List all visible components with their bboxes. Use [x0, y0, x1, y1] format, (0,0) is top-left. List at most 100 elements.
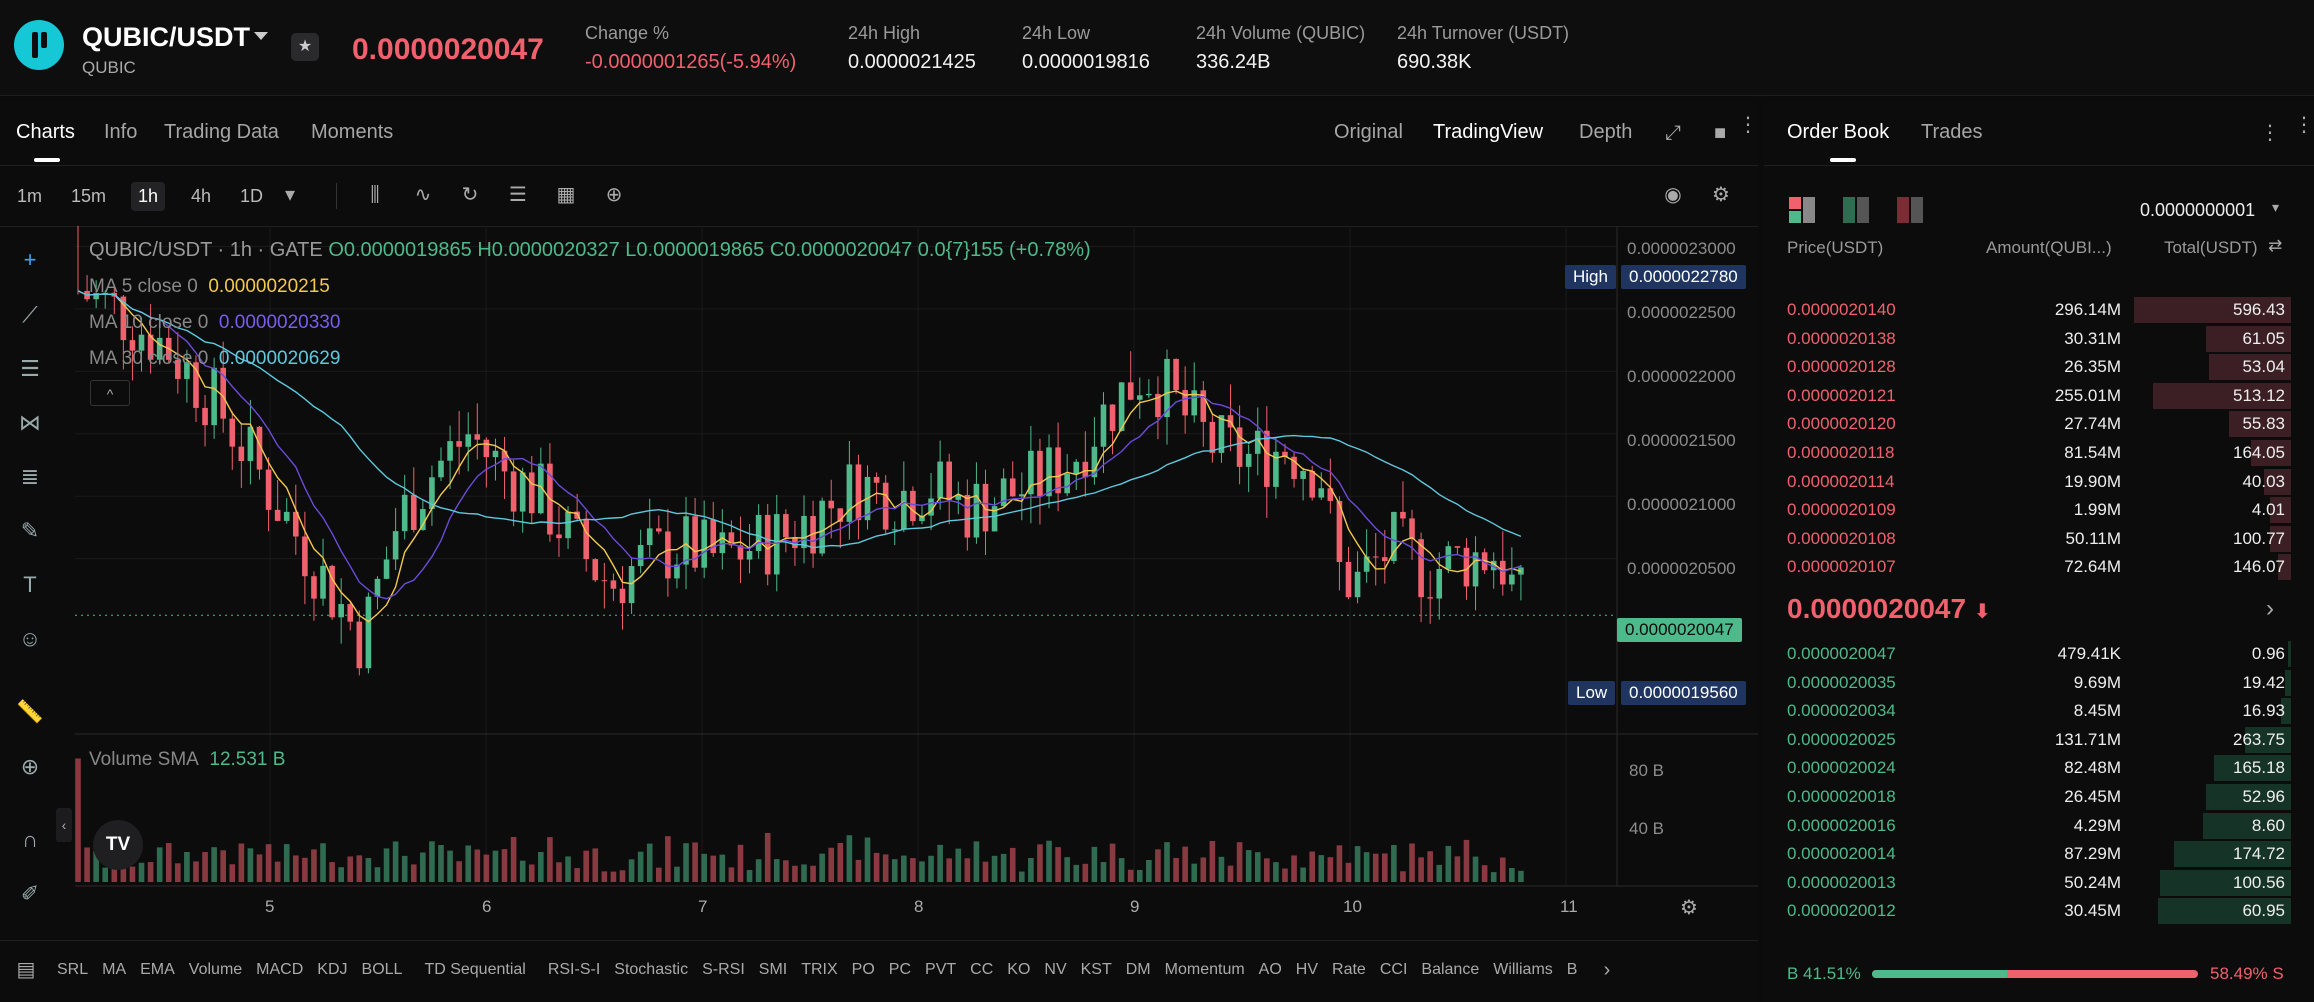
ask-row[interactable]: 0.0000020114 19.90M 40.03: [1787, 468, 2291, 496]
brush-icon[interactable]: ✎: [20, 518, 40, 543]
tab-order-book[interactable]: Order Book: [1787, 121, 1890, 143]
indicator-cc[interactable]: CC: [970, 961, 994, 978]
indicator-hv[interactable]: HV: [1295, 961, 1319, 978]
ask-row[interactable]: 0.0000020128 26.35M 53.04: [1787, 353, 2291, 381]
indicator-po[interactable]: PO: [851, 961, 875, 978]
tab-trades[interactable]: Trades: [1921, 121, 1983, 143]
ask-row[interactable]: 0.0000020107 72.64M 146.07: [1787, 553, 2291, 581]
favorite-star-icon[interactable]: ★: [291, 33, 319, 61]
add-circle-icon[interactable]: ⊕: [605, 184, 623, 206]
indicator-bbw[interactable]: BBW: [1566, 961, 1577, 978]
bid-row[interactable]: 0.0000020014 87.29M 174.72: [1787, 840, 2291, 868]
fib-icon[interactable]: ≣: [20, 464, 40, 489]
text-icon[interactable]: T: [23, 572, 37, 597]
indicator-srl[interactable]: SRL: [57, 961, 89, 978]
crosshair-icon[interactable]: +: [23, 247, 37, 272]
ask-row[interactable]: 0.0000020138 30.31M 61.05: [1787, 325, 2291, 353]
timeframe-4h[interactable]: 4h: [191, 186, 212, 206]
chevron-down-icon[interactable]: ▾: [2272, 199, 2280, 215]
indicator-s-rsi[interactable]: S-RSI: [702, 961, 745, 978]
bid-row[interactable]: 0.0000020018 26.45M 52.96: [1787, 783, 2291, 811]
indicator-volume[interactable]: Volume: [188, 961, 243, 978]
magnet-icon[interactable]: ∩: [22, 827, 38, 852]
chevron-down-icon[interactable]: [254, 32, 268, 40]
trendline-icon[interactable]: ⟋: [22, 302, 38, 327]
view-depth[interactable]: Depth: [1579, 121, 1633, 143]
ask-row[interactable]: 0.0000020121 255.01M 513.12: [1787, 382, 2291, 410]
indicator-kst[interactable]: KST: [1080, 961, 1112, 978]
more-vertical-icon[interactable]: ⋮: [1738, 114, 1758, 136]
bid-row[interactable]: 0.0000020012 30.45M 60.95: [1787, 897, 2291, 925]
indicator-boll[interactable]: BOLL: [361, 961, 403, 978]
indicator-cci[interactable]: CCI: [1379, 961, 1408, 978]
tab-trading-data[interactable]: Trading Data: [164, 121, 279, 143]
indicator-stochastic[interactable]: Stochastic: [614, 961, 689, 978]
layout-square-icon[interactable]: ■: [1713, 122, 1727, 144]
timeframe-1d[interactable]: 1D: [240, 186, 264, 206]
bid-row[interactable]: 0.0000020025 131.71M 263.75: [1787, 726, 2291, 754]
indicator-kdj[interactable]: KDJ: [317, 961, 348, 978]
indicator-rsi-s-i[interactable]: RSI-S-I: [547, 961, 601, 978]
chevron-right-icon[interactable]: ›: [1603, 959, 1611, 981]
ask-row[interactable]: 0.0000020120 27.74M 55.83: [1787, 410, 2291, 438]
indicator-ko[interactable]: KO: [1007, 961, 1031, 978]
layout-grid-icon[interactable]: ▦: [556, 184, 576, 206]
indicator-pvt[interactable]: PVT: [925, 961, 957, 978]
indicator-williams[interactable]: Williams: [1493, 961, 1553, 978]
bid-row[interactable]: 0.0000020035 9.69M 19.42: [1787, 669, 2291, 697]
pattern-icon[interactable]: ⋈: [19, 410, 41, 435]
collapse-legend-icon[interactable]: ^: [90, 380, 130, 406]
calendar-icon[interactable]: ▤: [16, 959, 36, 981]
ask-row[interactable]: 0.0000020109 1.99M 4.01: [1787, 496, 2291, 524]
timeframe-1m[interactable]: 1m: [17, 186, 43, 206]
tradingview-logo[interactable]: TV: [93, 820, 143, 870]
pair-symbol[interactable]: QUBIC/USDT: [82, 22, 250, 52]
emoji-icon[interactable]: ☺: [18, 626, 42, 651]
bid-row[interactable]: 0.0000020016 4.29M 8.60: [1787, 812, 2291, 840]
indicator-trix[interactable]: TRIX: [801, 961, 838, 978]
timeframe-1h[interactable]: 1h: [131, 182, 166, 211]
bids-only-view-icon[interactable]: [1843, 197, 1869, 223]
bid-row[interactable]: 0.0000020024 82.48M 165.18: [1787, 754, 2291, 782]
tab-info[interactable]: Info: [104, 121, 138, 143]
indicator-nv[interactable]: NV: [1044, 961, 1067, 978]
price-chart[interactable]: [0, 226, 1758, 926]
settings-gear-icon[interactable]: ⚙: [1712, 184, 1730, 206]
bid-row[interactable]: 0.0000020034 8.45M 16.93: [1787, 697, 2291, 725]
horizontal-lines-icon[interactable]: ☰: [20, 356, 40, 381]
bid-row[interactable]: 0.0000020013 50.24M 100.56: [1787, 869, 2291, 897]
indicator-ma[interactable]: MA: [102, 961, 127, 978]
ask-row[interactable]: 0.0000020108 50.11M 100.77: [1787, 525, 2291, 553]
collapse-toolbar-icon[interactable]: ‹: [56, 808, 72, 842]
indicator-balance[interactable]: Balance: [1421, 961, 1480, 978]
both-sides-view-icon[interactable]: [1789, 197, 1815, 223]
indicator-macd[interactable]: MACD: [256, 961, 304, 978]
indicator-td-sequential[interactable]: TD Sequential: [424, 961, 526, 978]
indicator-rate[interactable]: Rate: [1332, 961, 1366, 978]
camera-icon[interactable]: ◉: [1664, 184, 1682, 206]
zoom-in-icon[interactable]: ⊕: [20, 754, 40, 779]
indicator-pc[interactable]: PC: [888, 961, 912, 978]
timeframe-15m[interactable]: 15m: [71, 186, 107, 206]
tab-charts[interactable]: Charts: [16, 121, 75, 143]
more-vertical-icon[interactable]: ⋮: [2294, 114, 2314, 136]
indicator-ema[interactable]: EMA: [140, 961, 175, 978]
precision-select[interactable]: 0.0000000001: [2140, 200, 2256, 220]
swap-columns-icon[interactable]: ⇄: [2268, 236, 2283, 255]
expand-icon[interactable]: ⤢: [1665, 122, 1681, 144]
asks-only-view-icon[interactable]: [1897, 197, 1923, 223]
indicators-icon[interactable]: ∿: [414, 184, 432, 206]
view-tradingview[interactable]: TradingView: [1433, 121, 1544, 143]
ask-row[interactable]: 0.0000020118 81.54M 164.05: [1787, 439, 2291, 467]
tab-moments[interactable]: Moments: [311, 121, 394, 143]
more-vertical-icon[interactable]: ⋮: [2260, 122, 2280, 144]
ruler-icon[interactable]: 📏: [16, 699, 44, 724]
indicator-ao[interactable]: AO: [1258, 961, 1282, 978]
candle-type-icon[interactable]: ⫼: [370, 184, 380, 206]
indicator-momentum[interactable]: Momentum: [1164, 961, 1245, 978]
lock-drawing-icon[interactable]: ✐: [20, 881, 40, 906]
timeframe-dropdown-icon[interactable]: ▾: [284, 184, 296, 206]
chart-settings-icon[interactable]: ⚙: [1680, 897, 1698, 919]
bid-row[interactable]: 0.0000020047 479.41K 0.96: [1787, 640, 2291, 668]
view-original[interactable]: Original: [1334, 121, 1403, 143]
